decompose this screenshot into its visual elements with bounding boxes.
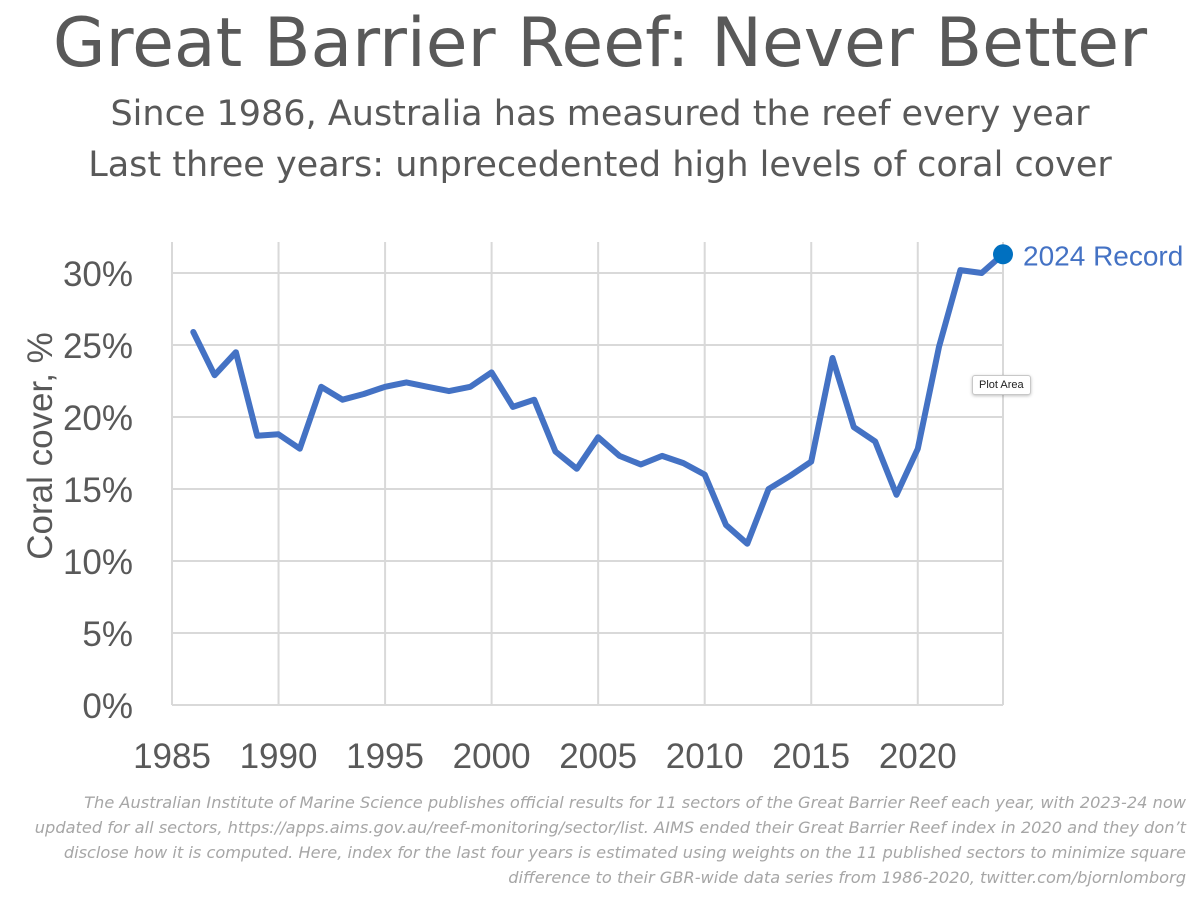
y-tick-label: 0% [82,687,133,726]
y-tick-label: 10% [63,543,133,582]
x-tick-label: 1995 [346,737,424,776]
y-tick-label: 20% [63,399,133,438]
y-axis-label: Coral cover, % [21,332,60,560]
x-tick-label: 1985 [133,737,211,776]
line-chart: 0% 5% 10% 15% 20% 25% 30% 1985 1990 1995 2000 2005… [21,240,1183,776]
y-tick-label: 25% [63,327,133,366]
x-tick-label: 2020 [879,737,957,776]
x-tick-label: 2000 [453,737,531,776]
chart-subtitle-2: Last three years: unprecedented high lev… [88,145,1112,185]
y-tick-label: 5% [82,615,133,654]
y-tick-label: 15% [63,471,133,510]
record-marker [993,244,1013,265]
x-tick-label: 2015 [772,737,850,776]
series-line-coral-cover [190,251,1006,547]
x-tick-label: 2010 [666,737,744,776]
chart-subtitle-1: Since 1986, Australia has measured the r… [110,94,1090,134]
x-tick-label: 2005 [559,737,637,776]
record-annotation-label: 2024 Record [1023,240,1183,271]
x-tick-label: 1990 [240,737,318,776]
chart-title: Great Barrier Reef: Never Better [52,4,1148,83]
plot-area-tooltip: Plot Area [972,375,1031,395]
footnote: The Australian Institute of Marine Scien… [34,793,1186,887]
y-tick-label: 30% [63,255,133,294]
